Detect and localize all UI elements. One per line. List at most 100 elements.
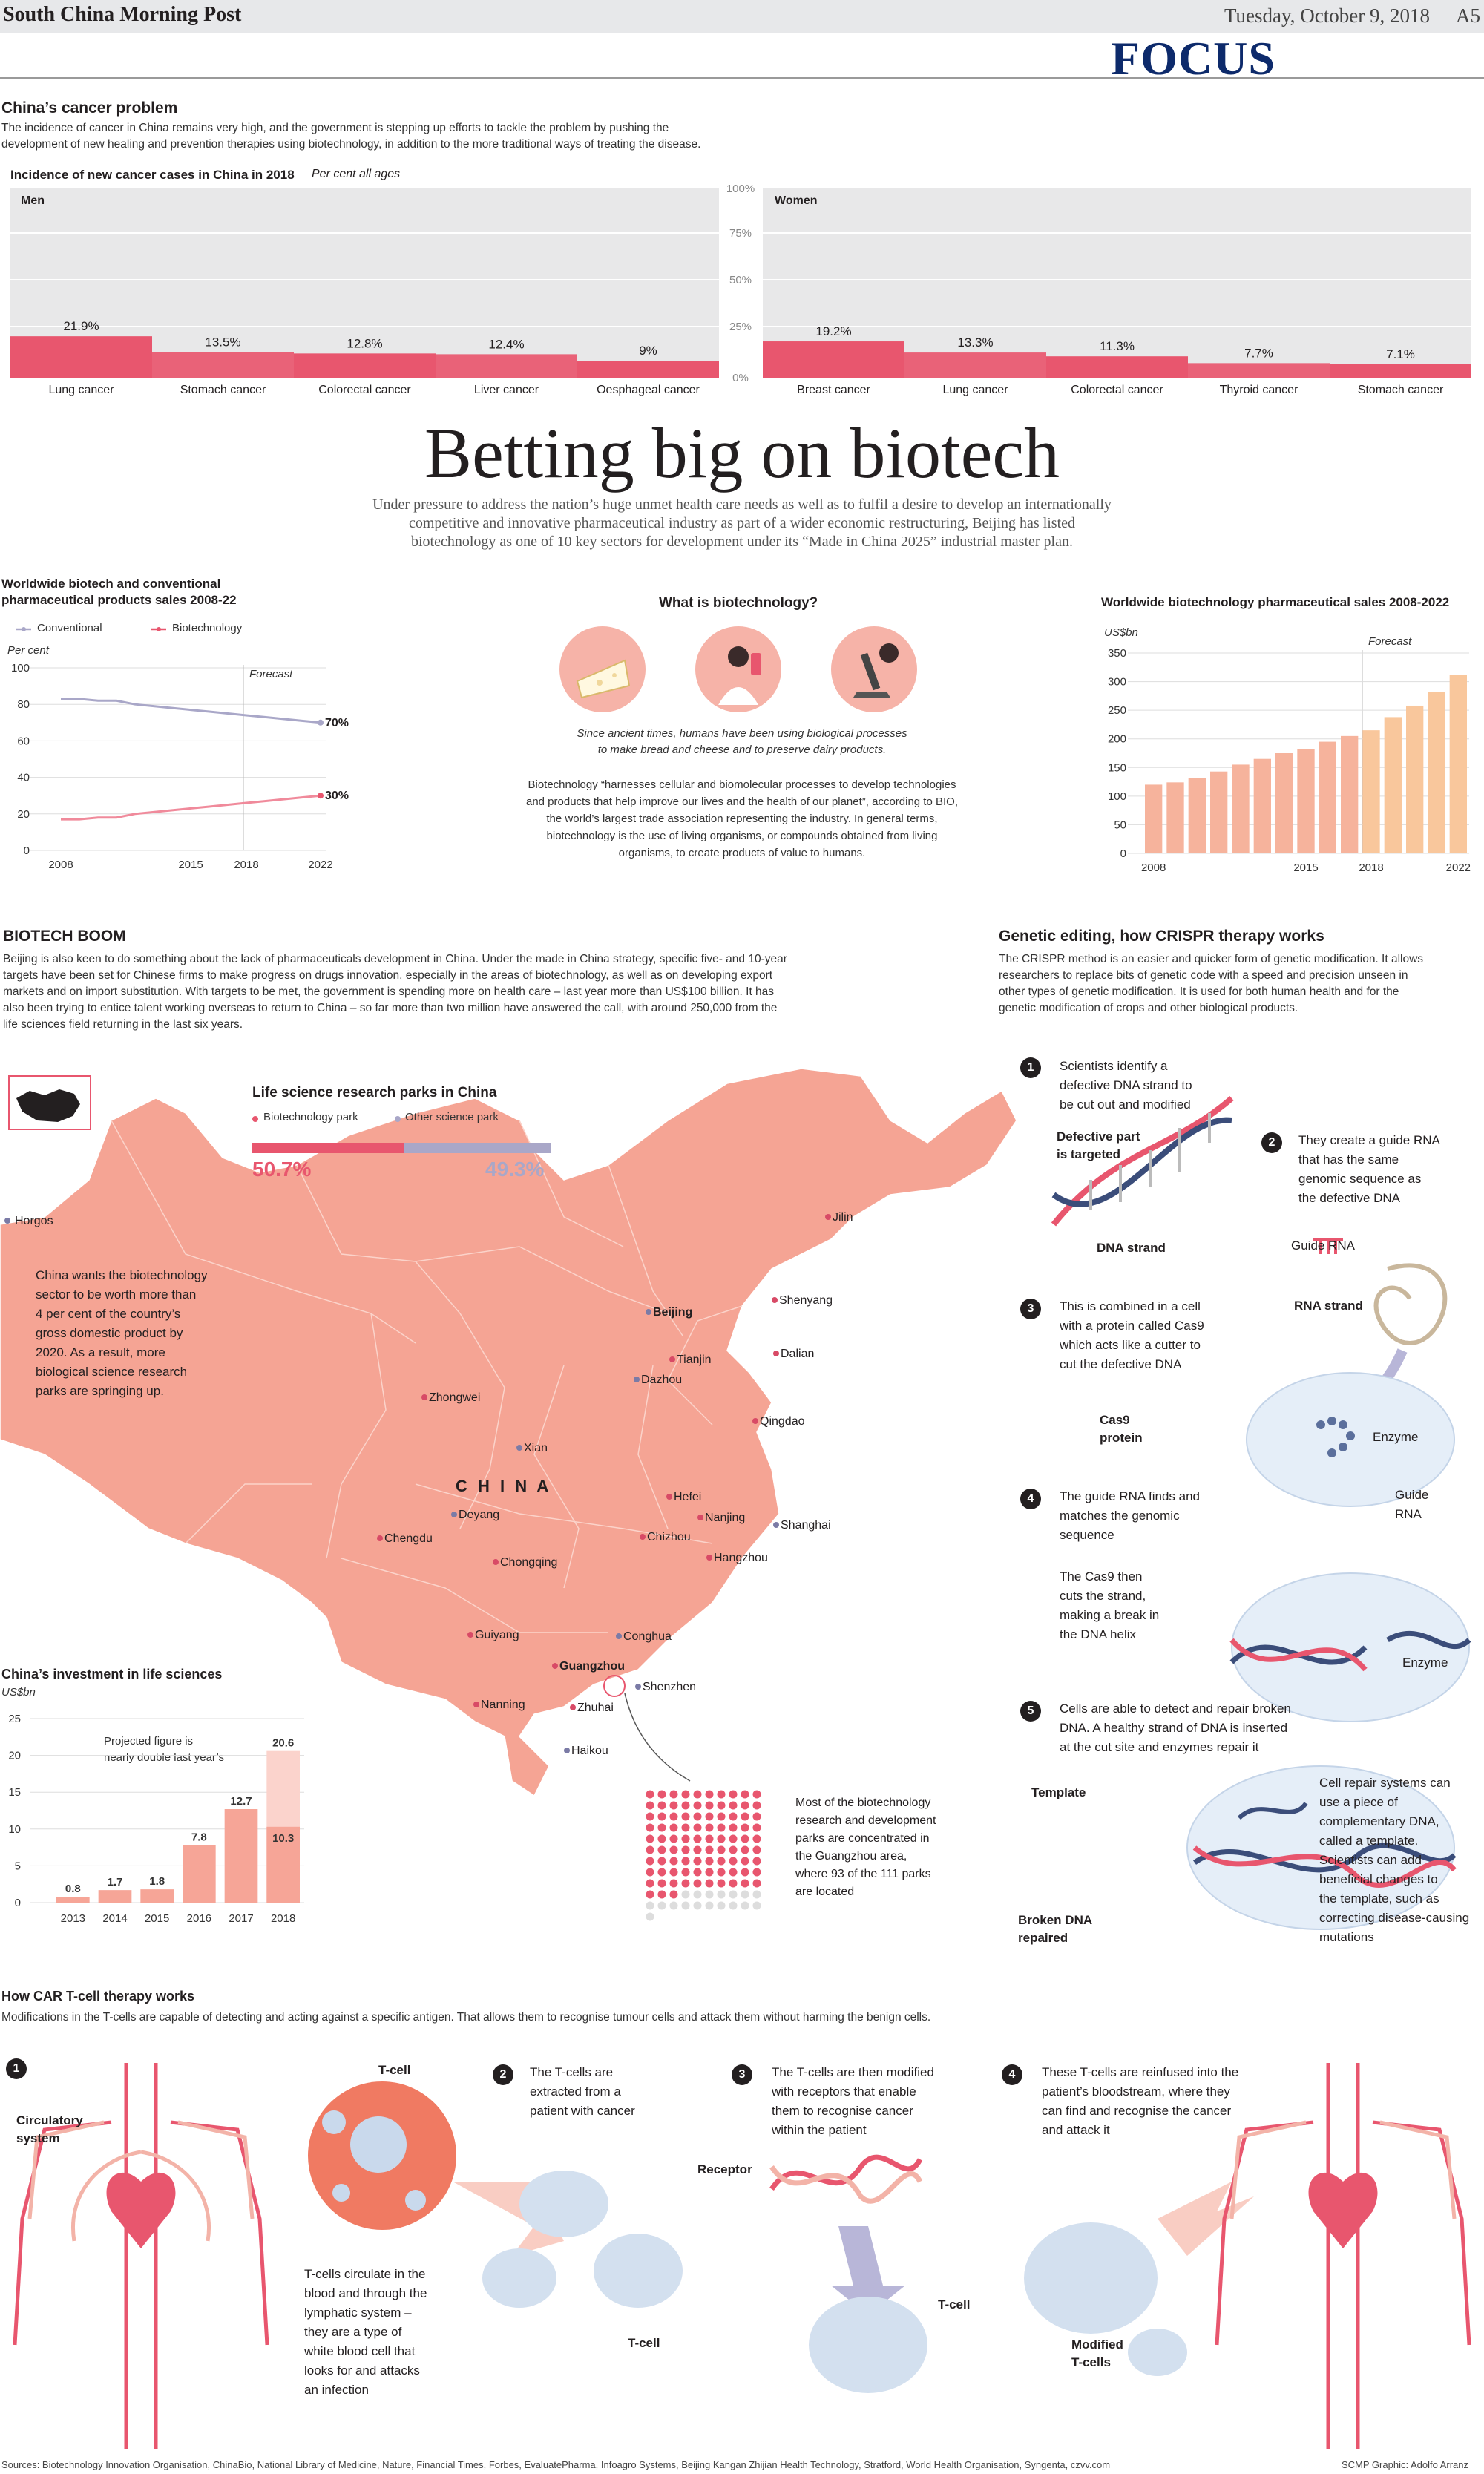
sales-bar-2009 xyxy=(1166,782,1184,853)
headline-deck: Under pressure to address the nation’s h… xyxy=(0,496,1484,551)
park-dot-101 xyxy=(657,1901,666,1910)
modified-tcell xyxy=(809,2297,928,2393)
park-dot-1 xyxy=(657,1790,666,1799)
women-bar-4 xyxy=(1330,364,1471,378)
women-value-0: 19.2% xyxy=(815,324,851,338)
crispr-intro: The CRISPR method is an easier and quick… xyxy=(999,951,1423,1017)
park-dot-17 xyxy=(729,1801,738,1810)
city-label-dalian: Dalian xyxy=(781,1348,814,1360)
park-dot-103 xyxy=(681,1901,690,1910)
s2-line-1: They create a guide RNA xyxy=(1298,1133,1440,1147)
sales-bar-2017 xyxy=(1341,735,1359,853)
park-dot-24 xyxy=(693,1812,702,1821)
invest-ytick-3: 10 xyxy=(8,1823,21,1836)
city-label-qingdao: Qingdao xyxy=(760,1415,805,1428)
sales-bar-2020 xyxy=(1406,705,1424,853)
body-line-3: the world’s largest trade association re… xyxy=(546,813,938,825)
park-dot-38 xyxy=(741,1823,749,1832)
city-label-horgos: Horgos xyxy=(15,1215,53,1227)
park-dot-5 xyxy=(705,1790,714,1799)
invest-bar-2015 xyxy=(140,1889,174,1903)
sales-bar-2012 xyxy=(1232,764,1250,853)
car-s2-line-1: The T-cells are xyxy=(530,2065,614,2079)
modified-tcell-2 xyxy=(1024,2222,1158,2334)
line-ytick-2: 60 xyxy=(17,735,30,747)
park-dot-2 xyxy=(669,1790,678,1799)
city-label-chongqing: Chongqing xyxy=(500,1556,557,1569)
men-value-1: 13.5% xyxy=(205,335,240,350)
women-label: Women xyxy=(775,194,818,207)
park-dot-39 xyxy=(752,1823,761,1832)
s1-line-1: Scientists identify a xyxy=(1060,1059,1168,1073)
men-value-2: 12.8% xyxy=(347,336,382,350)
t-line-4: they are a type of xyxy=(304,2325,402,2339)
dna-strand-label: DNA strand xyxy=(1097,1241,1166,1255)
park-dot-87 xyxy=(729,1879,738,1888)
city-dot-chizhou xyxy=(640,1534,646,1540)
boom-line-4: also been trying to entice talent workin… xyxy=(3,1002,778,1014)
car-t-illustration xyxy=(13,2063,1471,2449)
car-step-2-badge: 2 xyxy=(493,2064,513,2085)
park-dot-55 xyxy=(705,1845,714,1854)
park-dot-56 xyxy=(717,1845,726,1854)
heart-right xyxy=(1308,2172,1378,2248)
t-line-5: white blood cell that xyxy=(304,2344,416,2358)
locator-china xyxy=(16,1089,80,1122)
city-label-nanning: Nanning xyxy=(481,1699,525,1711)
park-dot-36 xyxy=(717,1823,726,1832)
city-dot-horgos xyxy=(4,1218,10,1224)
park-dot-32 xyxy=(669,1823,678,1832)
park-dot-59 xyxy=(752,1845,761,1854)
city-dot-hefei xyxy=(666,1494,672,1500)
guide-line-2: RNA xyxy=(1395,1507,1422,1521)
crispr-intro-3: other types of genetic modification. It … xyxy=(999,985,1399,998)
rna-strand-label: RNA strand xyxy=(1294,1299,1363,1313)
park-dot-93 xyxy=(681,1890,690,1899)
map-note-1: China wants the biotechnology xyxy=(36,1268,208,1282)
men-value-3: 12.4% xyxy=(488,337,524,351)
invest-bar-2016 xyxy=(183,1845,216,1903)
masthead-title: South China Morning Post xyxy=(3,3,242,26)
park-dot-27 xyxy=(729,1812,738,1821)
park-dot-51 xyxy=(657,1845,666,1854)
park-dot-35 xyxy=(705,1823,714,1832)
car-s3-line-3: them to recognise cancer xyxy=(772,2104,913,2118)
biotechnology-series xyxy=(61,794,321,821)
women-bar-2 xyxy=(1046,356,1188,378)
line-ytick-4: 20 xyxy=(17,808,30,821)
park-dot-11 xyxy=(657,1801,666,1810)
parks-bar-biotech xyxy=(252,1143,404,1153)
bio-end-label: 30% xyxy=(325,790,349,802)
repair-line-4: called a template. xyxy=(1319,1834,1419,1848)
t-line-3: lymphatic system – xyxy=(304,2306,412,2320)
park-dot-31 xyxy=(657,1823,666,1832)
park-dot-67 xyxy=(729,1857,738,1866)
repair-line-3: complementary DNA, xyxy=(1319,1814,1439,1828)
crispr-step-2: They create a guide RNA that has the sam… xyxy=(1298,1131,1440,1208)
circulatory-label: Circulatory system xyxy=(16,2112,83,2147)
sales-bar-2014 xyxy=(1275,753,1293,853)
city-dot-deyang xyxy=(451,1512,457,1517)
city-dot-dazhou xyxy=(634,1377,640,1382)
broken-line-1: Broken DNA xyxy=(1018,1913,1093,1927)
invest-note: Projected figure is nearly double last y… xyxy=(104,1733,224,1766)
city-label-xian: Xian xyxy=(524,1442,548,1454)
t-line-7: an infection xyxy=(304,2383,369,2397)
sales-ytick-1: 300 xyxy=(1108,676,1126,689)
men-category-3: Liver cancer xyxy=(474,384,539,396)
park-dot-66 xyxy=(717,1857,726,1866)
sales-ytick-0: 350 xyxy=(1108,647,1126,660)
boom-line-2: targets have been set for Chinese firms … xyxy=(3,969,773,982)
car-s4-line-4: and attack it xyxy=(1042,2123,1110,2137)
line-xtick-0: 2008 xyxy=(48,859,73,871)
crispr-title: Genetic editing, how CRISPR therapy work… xyxy=(999,928,1324,945)
city-label-nanjing: Nanjing xyxy=(705,1512,745,1524)
park-dot-106 xyxy=(717,1901,726,1910)
park-dot-41 xyxy=(657,1834,666,1843)
car-s2-line-2: extracted from a xyxy=(530,2084,621,2099)
park-dot-104 xyxy=(693,1901,702,1910)
tcell-blob-3 xyxy=(594,2234,683,2308)
city-label-shanghai: Shanghai xyxy=(781,1519,831,1532)
park-dot-83 xyxy=(681,1879,690,1888)
crispr-step-2-badge: 2 xyxy=(1261,1132,1282,1153)
